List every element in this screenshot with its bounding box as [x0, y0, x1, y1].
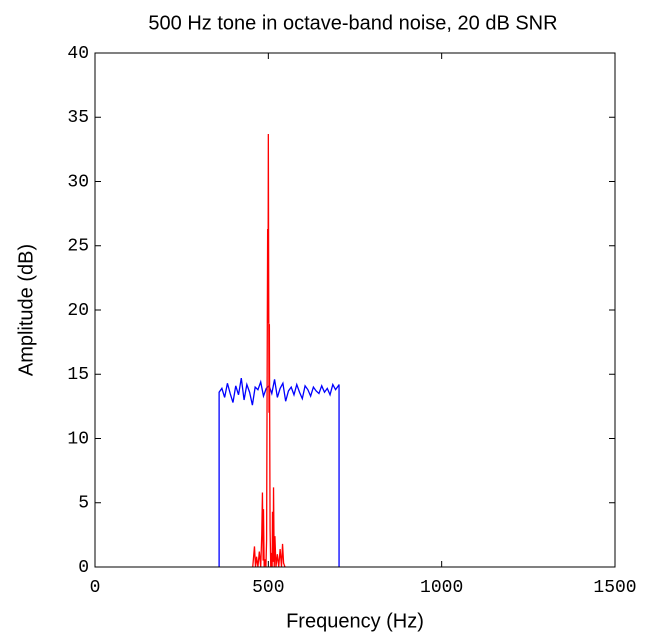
- x-tick-label: 1000: [420, 578, 463, 598]
- series-line: [252, 133, 286, 568]
- y-tick-label: 40: [67, 44, 89, 64]
- y-tick-label: 0: [78, 558, 89, 578]
- x-tick-label: 0: [90, 578, 101, 598]
- y-tick-label: 30: [67, 172, 89, 192]
- x-tick-label: 500: [252, 578, 284, 598]
- x-axis-label: Frequency (Hz): [286, 610, 424, 632]
- plot-frame: [94, 52, 616, 568]
- y-tick-label: 25: [67, 237, 89, 257]
- y-tick-label: 10: [67, 429, 89, 449]
- y-tick-label: 15: [67, 365, 89, 385]
- y-tick-label: 5: [78, 494, 89, 514]
- series-line: [218, 378, 340, 567]
- chart-title: 500 Hz tone in octave-band noise, 20 dB …: [148, 12, 557, 34]
- y-axis-label: Amplitude (dB): [15, 244, 37, 376]
- y-tick-label: 35: [67, 108, 89, 128]
- x-tick-label: 1500: [593, 578, 636, 598]
- y-tick-label: 20: [67, 301, 89, 321]
